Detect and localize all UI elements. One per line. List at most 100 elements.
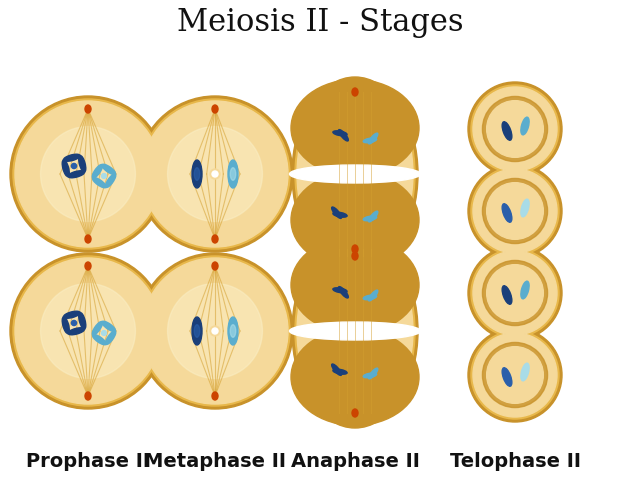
- Ellipse shape: [291, 237, 419, 334]
- Ellipse shape: [102, 174, 106, 179]
- Ellipse shape: [473, 169, 557, 253]
- Ellipse shape: [85, 236, 91, 243]
- Ellipse shape: [142, 102, 288, 248]
- Ellipse shape: [212, 263, 218, 270]
- Ellipse shape: [521, 282, 529, 299]
- Ellipse shape: [468, 247, 562, 340]
- Ellipse shape: [364, 295, 377, 300]
- Ellipse shape: [473, 88, 557, 172]
- Ellipse shape: [230, 325, 236, 337]
- Ellipse shape: [364, 139, 377, 144]
- Ellipse shape: [168, 127, 262, 222]
- Ellipse shape: [102, 165, 115, 175]
- Ellipse shape: [85, 263, 91, 270]
- Ellipse shape: [297, 240, 413, 423]
- Ellipse shape: [85, 106, 91, 114]
- Ellipse shape: [471, 168, 559, 255]
- Ellipse shape: [228, 161, 238, 189]
- Ellipse shape: [488, 184, 542, 239]
- Ellipse shape: [521, 363, 529, 381]
- Ellipse shape: [369, 134, 378, 144]
- Ellipse shape: [195, 168, 200, 181]
- Ellipse shape: [62, 161, 69, 177]
- Ellipse shape: [295, 81, 415, 268]
- Ellipse shape: [471, 86, 559, 174]
- Ellipse shape: [468, 328, 562, 422]
- Text: Anaphase II: Anaphase II: [291, 452, 419, 470]
- Ellipse shape: [13, 100, 163, 250]
- Ellipse shape: [102, 322, 115, 332]
- Ellipse shape: [332, 364, 342, 376]
- Ellipse shape: [352, 89, 358, 97]
- Ellipse shape: [212, 328, 218, 334]
- Ellipse shape: [15, 258, 161, 404]
- Ellipse shape: [168, 284, 262, 379]
- Ellipse shape: [63, 312, 80, 319]
- Ellipse shape: [473, 252, 557, 336]
- Text: Meiosis II - Stages: Meiosis II - Stages: [177, 7, 463, 37]
- Ellipse shape: [292, 78, 418, 271]
- Ellipse shape: [317, 272, 393, 391]
- Ellipse shape: [13, 256, 163, 406]
- Ellipse shape: [137, 253, 293, 409]
- Ellipse shape: [40, 127, 136, 222]
- Ellipse shape: [352, 252, 358, 261]
- Ellipse shape: [142, 258, 288, 404]
- Ellipse shape: [192, 161, 202, 189]
- Ellipse shape: [85, 392, 91, 400]
- Ellipse shape: [291, 80, 419, 177]
- Ellipse shape: [483, 179, 548, 244]
- Ellipse shape: [502, 368, 512, 386]
- Ellipse shape: [106, 174, 116, 188]
- Ellipse shape: [230, 168, 236, 181]
- Ellipse shape: [40, 284, 136, 379]
- Ellipse shape: [486, 347, 543, 404]
- Ellipse shape: [369, 212, 378, 222]
- Ellipse shape: [10, 253, 166, 409]
- Ellipse shape: [102, 331, 106, 336]
- Ellipse shape: [212, 236, 218, 243]
- Ellipse shape: [471, 331, 559, 419]
- Ellipse shape: [68, 328, 84, 335]
- Ellipse shape: [468, 165, 562, 258]
- Ellipse shape: [486, 265, 543, 322]
- Ellipse shape: [488, 103, 542, 157]
- Ellipse shape: [317, 115, 393, 234]
- Ellipse shape: [92, 322, 102, 336]
- Ellipse shape: [62, 317, 69, 334]
- Ellipse shape: [333, 213, 347, 218]
- Ellipse shape: [483, 97, 548, 162]
- Ellipse shape: [473, 333, 557, 417]
- Ellipse shape: [79, 156, 86, 173]
- Ellipse shape: [63, 155, 80, 162]
- Text: Telophase II: Telophase II: [449, 452, 580, 470]
- Ellipse shape: [521, 200, 529, 217]
- Ellipse shape: [10, 97, 166, 252]
- Text: Metaphase II: Metaphase II: [144, 452, 286, 470]
- Ellipse shape: [502, 122, 512, 141]
- Ellipse shape: [488, 266, 542, 321]
- Ellipse shape: [137, 97, 293, 252]
- Ellipse shape: [339, 131, 348, 142]
- Ellipse shape: [502, 286, 512, 305]
- Ellipse shape: [93, 335, 106, 345]
- Ellipse shape: [364, 373, 377, 378]
- Ellipse shape: [292, 235, 418, 428]
- Ellipse shape: [468, 83, 562, 177]
- Ellipse shape: [79, 313, 86, 329]
- Ellipse shape: [15, 102, 161, 248]
- Ellipse shape: [72, 321, 77, 326]
- Ellipse shape: [364, 216, 377, 221]
- Ellipse shape: [333, 288, 347, 293]
- Ellipse shape: [295, 238, 415, 425]
- Ellipse shape: [291, 172, 419, 269]
- Ellipse shape: [291, 329, 419, 426]
- Ellipse shape: [483, 343, 548, 408]
- Ellipse shape: [352, 245, 358, 253]
- Ellipse shape: [333, 132, 347, 137]
- Ellipse shape: [228, 317, 238, 345]
- Ellipse shape: [297, 83, 413, 266]
- Ellipse shape: [68, 171, 84, 179]
- Ellipse shape: [210, 169, 220, 180]
- Ellipse shape: [502, 204, 512, 223]
